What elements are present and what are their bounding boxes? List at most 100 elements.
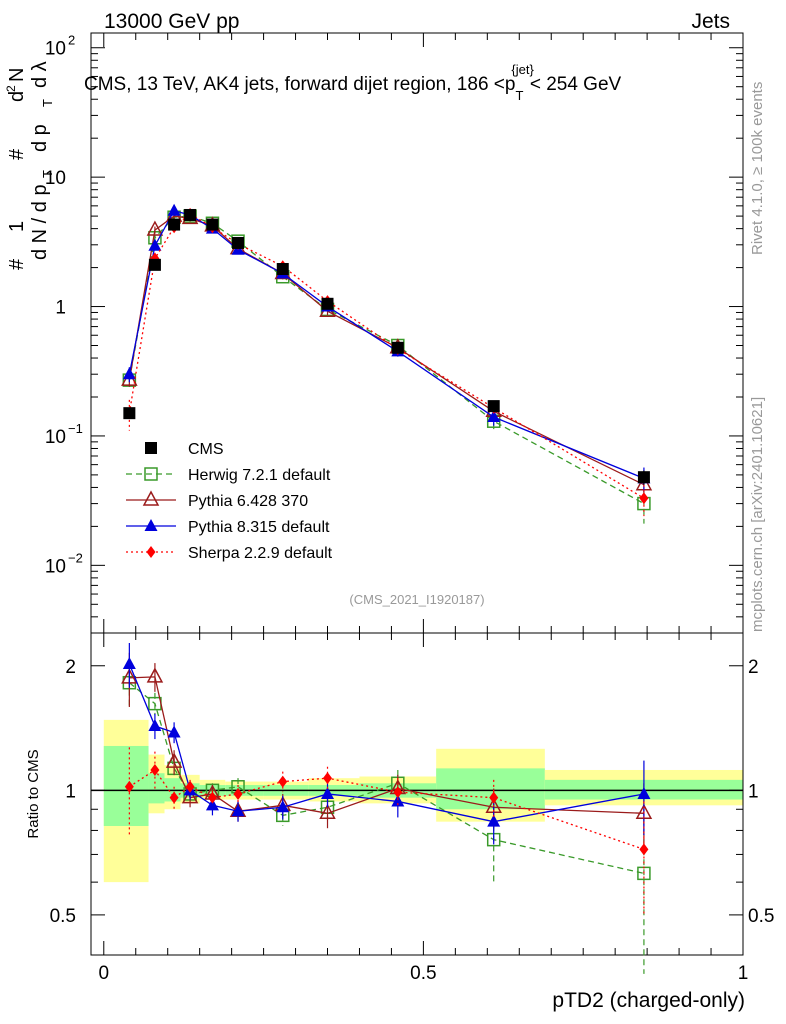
ratio-point-sherpa: [233, 787, 243, 800]
band-green: [148, 773, 165, 804]
legend-marker-cms: [145, 442, 157, 454]
legend-marker-sherpa: [146, 546, 156, 558]
xtick-label: 1: [738, 963, 749, 984]
legend-label-pythia6: Pythia 6.428 370: [188, 493, 308, 510]
ratio-point-pythia8: [391, 794, 405, 807]
ratio-point-sherpa: [124, 780, 134, 793]
ratio-point-pythia6: [181, 788, 199, 804]
main-point-pythia8: [148, 238, 162, 251]
ylabel-sup2: 2: [4, 85, 18, 92]
plot-title: CMS, 13 TeV, AK4 jets, forward dijet reg…: [84, 62, 622, 103]
main-point-sherpa: [639, 492, 649, 505]
ratio-ytick-label: 2: [65, 657, 76, 678]
ylabel-dpt: d p: [29, 124, 51, 152]
ratio-ticks: 0.5 0.5 1 1 2 2 0 0.5 1: [50, 633, 774, 984]
ratio-point-sherpa: [393, 786, 403, 799]
main-point-cms: [184, 208, 197, 221]
main-point-cms: [123, 407, 136, 420]
ratio-point-sherpa: [489, 791, 499, 804]
ytick-label-1e-1-exp: −1: [68, 421, 83, 436]
ratio-series-sherpa: [124, 747, 649, 915]
x-axis-label: pTD2 (charged-only): [552, 989, 745, 1012]
ratio-series-pythia8: [122, 643, 651, 845]
main-frame: [90, 32, 744, 634]
ylabel-dlambda: d λ: [29, 61, 51, 88]
ratio-point-pythia6: [146, 667, 164, 683]
ratio-point-pythia8: [148, 719, 162, 732]
legend-marker-pythia8: [144, 519, 158, 531]
ratio-ytick-label: 0.5: [50, 906, 76, 927]
ratio-point-pythia8: [231, 804, 245, 817]
ytick-label-10: 10: [45, 168, 66, 189]
ylabel-hash2: #: [6, 148, 28, 160]
ratio-point-pythia8: [321, 786, 335, 799]
ratio-point-pythia6: [165, 752, 183, 768]
legend-label-cms: CMS: [188, 441, 224, 458]
ratio-point-sherpa: [207, 791, 217, 804]
ratio-point-pythia8: [276, 800, 290, 813]
band-green: [436, 768, 545, 810]
ylabel-n: N: [6, 68, 28, 82]
ratio-point-pythia6: [319, 803, 336, 820]
main-point-cms: [637, 471, 650, 484]
ratio-ytick-label-right: 1: [748, 781, 759, 802]
ratio-frame: [90, 632, 744, 956]
header-process: 13000 GeV pp: [104, 10, 239, 33]
main-series-cms: [123, 208, 650, 485]
ylabel-one: 1: [6, 221, 28, 232]
ratio-point-sherpa: [185, 780, 195, 793]
legend-marker-pythia6: [142, 490, 160, 506]
ytick-label-1e-1: 10: [45, 427, 66, 448]
ylabel-dndpt-sub: T: [40, 170, 55, 178]
ratio-point-pythia8: [205, 798, 219, 811]
legend-label-pythia8: Pythia 8.315 default: [188, 519, 330, 536]
main-point-cms: [232, 236, 245, 249]
header-category: Jets: [691, 10, 730, 33]
main-point-pythia8: [122, 367, 136, 380]
main-point-pythia8: [167, 203, 181, 216]
xtick-label: 0: [98, 963, 109, 984]
ratio-ytick-label-right: 2: [748, 657, 759, 678]
ratio-point-pythia8: [122, 656, 136, 669]
xtick-label: 0.5: [410, 963, 436, 984]
ratio-point-sherpa: [639, 843, 649, 856]
main-point-cms: [276, 263, 289, 276]
main-point-pythia6: [146, 220, 164, 236]
ratio-point-pythia8: [637, 786, 651, 799]
ratio-point-sherpa: [169, 791, 179, 804]
main-point-cms: [206, 218, 219, 231]
analysis-watermark: (CMS_2021_I1920187): [349, 592, 484, 607]
main-point-cms: [168, 218, 181, 231]
ratio-point-pythia8: [167, 725, 181, 738]
ytick-label-1e-2: 10: [45, 556, 66, 577]
ylabel-d: d: [6, 91, 28, 102]
legend-label-sherpa: Sherpa 2.2.9 default: [188, 545, 333, 562]
main-point-cms: [487, 400, 500, 413]
ytick-label-1e2: 10: [45, 39, 66, 60]
ylabel-dpt-sub: T: [40, 99, 55, 107]
main-point-cms: [321, 297, 334, 310]
ratio-series-pythia6: [121, 652, 653, 850]
legend-marker-herwig: [144, 467, 158, 481]
ratio-panel: 0.5 0.5 1 1 2 2 0 0.5 1 Ratio to CMS pTD2 (charg…: [25, 632, 774, 1012]
mcplots-label: mcplots.cern.ch [arXiv:2401.10621]: [749, 397, 766, 632]
ytick-label-1e2-exp: 2: [68, 33, 75, 48]
main-line-pythia8: [128, 209, 645, 479]
ratio-point-pythia8: [487, 814, 501, 827]
main-y-axis-label: # 1 d N / d p T # d p T d 2 N d λ: [4, 61, 55, 270]
ytick-label-1: 1: [55, 298, 66, 319]
ratio-series-herwig: [122, 659, 651, 974]
legend: CMS Herwig 7.2.1 default Pythia 6.428 370 P…: [126, 441, 333, 562]
main-series: [121, 203, 653, 524]
main-point-cms: [391, 341, 404, 354]
main-point-pythia8: [487, 410, 501, 423]
ratio-series: [121, 643, 653, 974]
ratio-ytick-label: 1: [65, 781, 76, 802]
legend-label-herwig: Herwig 7.2.1 default: [188, 467, 331, 484]
ratio-point-sherpa: [323, 772, 333, 785]
ratio-point-sherpa: [278, 775, 288, 788]
main-point-cms: [148, 258, 161, 271]
rivet-version-label: Rivet 4.1.0, ≥ 100k events: [749, 82, 766, 255]
